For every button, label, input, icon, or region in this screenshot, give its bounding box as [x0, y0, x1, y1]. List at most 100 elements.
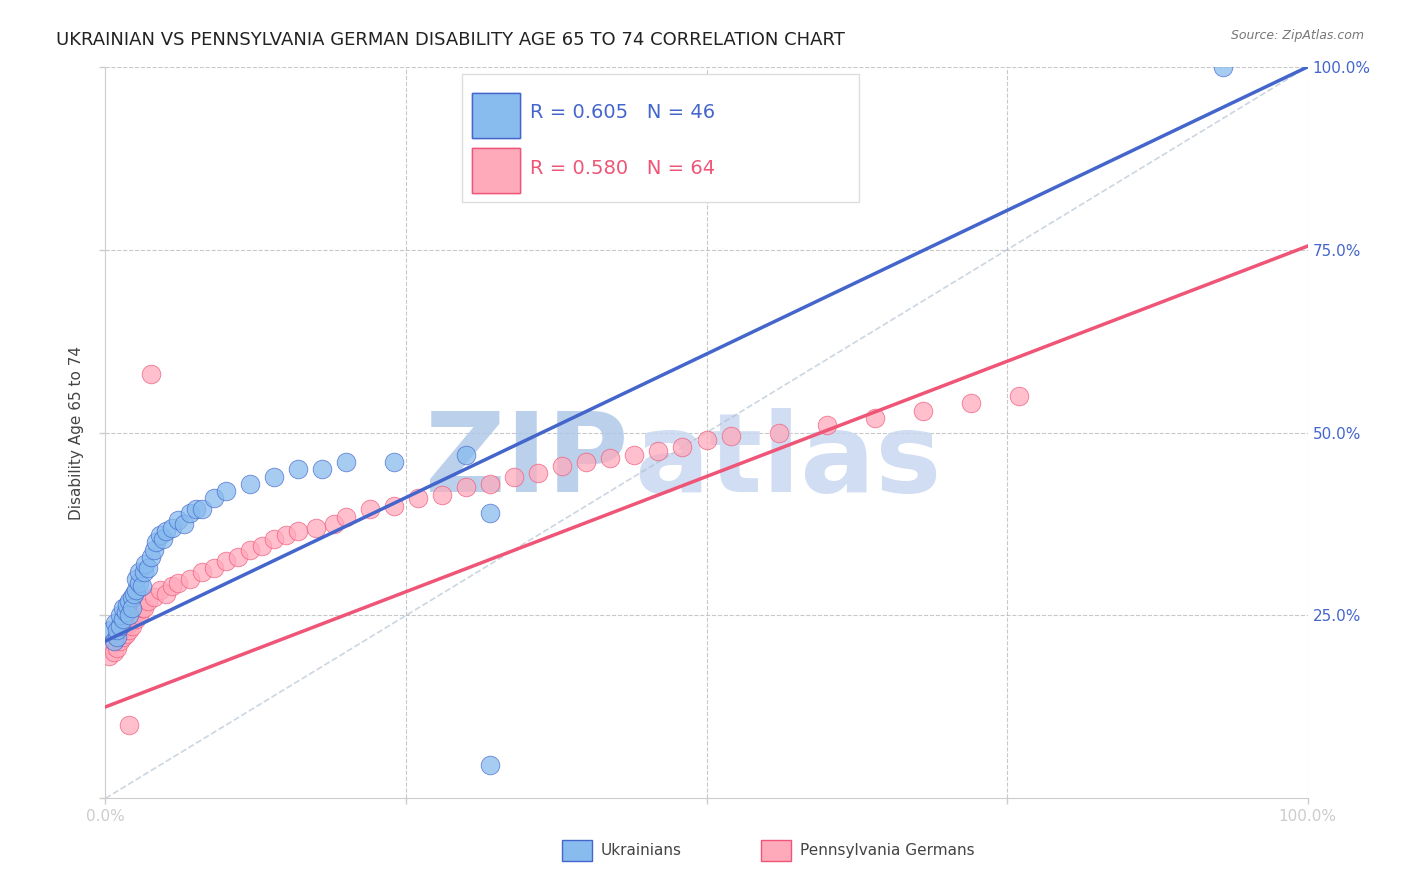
Point: [599, 451, 621, 466]
Point: [311, 462, 333, 476]
Point: [155, 524, 177, 539]
Point: [359, 502, 381, 516]
Point: [960, 396, 983, 410]
Point: [112, 612, 135, 626]
Point: [263, 532, 285, 546]
Point: [121, 601, 143, 615]
Point: [112, 631, 135, 645]
Point: [335, 455, 357, 469]
Point: [202, 491, 225, 506]
Point: [115, 619, 138, 633]
Point: [132, 565, 155, 579]
Point: [124, 582, 146, 597]
Point: [108, 634, 131, 648]
Text: ZIP: ZIP: [425, 409, 628, 516]
Point: [110, 626, 132, 640]
Point: [911, 403, 934, 417]
Point: [647, 444, 669, 458]
Point: [108, 619, 131, 633]
Point: [406, 491, 429, 506]
Point: [1212, 60, 1234, 74]
Point: [136, 594, 159, 608]
Point: [575, 455, 598, 469]
Point: [160, 579, 183, 593]
Point: [115, 626, 138, 640]
Point: [139, 367, 162, 381]
Point: [720, 429, 742, 443]
Point: [124, 572, 146, 586]
Point: [122, 608, 145, 623]
Point: [142, 542, 165, 557]
Point: [287, 524, 309, 539]
FancyBboxPatch shape: [562, 840, 592, 861]
Point: [112, 623, 135, 637]
Point: [226, 549, 249, 564]
Point: [134, 558, 156, 572]
Point: [121, 591, 143, 605]
Point: [131, 579, 153, 593]
Text: Source: ZipAtlas.com: Source: ZipAtlas.com: [1230, 29, 1364, 42]
Point: [454, 448, 477, 462]
Point: [166, 575, 188, 590]
Point: [152, 532, 174, 546]
Point: [118, 615, 141, 630]
Text: R = 0.605   N = 46: R = 0.605 N = 46: [530, 103, 714, 122]
Point: [160, 521, 183, 535]
Point: [118, 623, 141, 637]
Point: [287, 462, 309, 476]
Point: [551, 458, 574, 473]
Text: Pennsylvania Germans: Pennsylvania Germans: [800, 843, 974, 858]
Point: [155, 586, 177, 600]
Point: [107, 631, 129, 645]
Point: [124, 605, 146, 619]
Point: [112, 601, 135, 615]
Y-axis label: Disability Age 65 to 74: Disability Age 65 to 74: [69, 345, 84, 520]
Point: [190, 565, 212, 579]
Point: [430, 488, 453, 502]
Point: [179, 572, 201, 586]
Point: [214, 553, 236, 568]
Point: [768, 425, 790, 440]
Point: [479, 476, 502, 491]
Point: [108, 608, 131, 623]
Point: [179, 506, 201, 520]
Point: [103, 645, 125, 659]
Point: [131, 601, 153, 615]
Point: [124, 586, 146, 600]
Text: Ukrainians: Ukrainians: [600, 843, 682, 858]
Point: [166, 513, 188, 527]
Point: [128, 608, 150, 623]
Point: [118, 608, 141, 623]
Point: [118, 718, 141, 732]
Point: [104, 615, 127, 630]
Point: [115, 605, 138, 619]
Point: [382, 455, 405, 469]
Text: atlas: atlas: [634, 409, 942, 516]
Point: [98, 648, 121, 663]
Point: [190, 502, 212, 516]
FancyBboxPatch shape: [472, 148, 520, 194]
Point: [132, 601, 155, 615]
Point: [322, 517, 344, 532]
Point: [239, 542, 262, 557]
FancyBboxPatch shape: [472, 93, 520, 138]
Point: [100, 623, 122, 637]
Point: [863, 411, 886, 425]
Point: [107, 641, 129, 656]
Point: [100, 638, 122, 652]
Text: R = 0.580   N = 64: R = 0.580 N = 64: [530, 159, 714, 178]
Point: [696, 433, 718, 447]
Point: [527, 466, 550, 480]
FancyBboxPatch shape: [761, 840, 790, 861]
Point: [479, 758, 502, 772]
Point: [239, 476, 262, 491]
Point: [107, 631, 129, 645]
Point: [128, 575, 150, 590]
Point: [121, 619, 143, 633]
Point: [118, 594, 141, 608]
Point: [148, 528, 170, 542]
Point: [503, 469, 526, 483]
Point: [274, 528, 297, 542]
Point: [382, 499, 405, 513]
Text: UKRAINIAN VS PENNSYLVANIA GERMAN DISABILITY AGE 65 TO 74 CORRELATION CHART: UKRAINIAN VS PENNSYLVANIA GERMAN DISABIL…: [56, 31, 845, 49]
